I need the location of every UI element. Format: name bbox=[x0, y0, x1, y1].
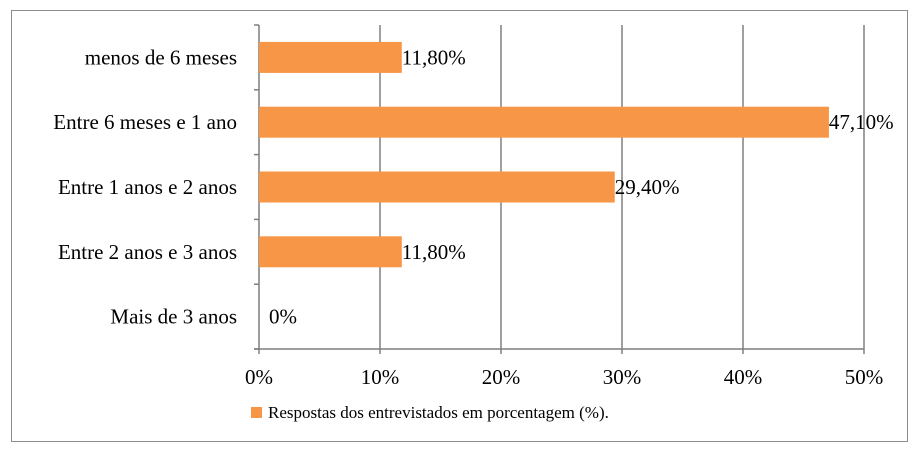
bar bbox=[259, 236, 402, 268]
x-tick-label: 30% bbox=[603, 365, 642, 389]
x-tick-label: 10% bbox=[361, 365, 400, 389]
category-label: Entre 1 anos e 2 anos bbox=[58, 175, 237, 199]
category-label: menos de 6 meses bbox=[85, 45, 237, 69]
legend-label: Respostas dos entrevistados em porcentag… bbox=[268, 403, 609, 422]
x-tick-label: 20% bbox=[482, 365, 521, 389]
data-label: 0% bbox=[269, 305, 297, 329]
x-tick-label: 50% bbox=[845, 365, 884, 389]
category-label: Entre 2 anos e 3 anos bbox=[58, 240, 237, 264]
bar bbox=[259, 171, 615, 203]
category-label: Mais de 3 anos bbox=[110, 305, 237, 329]
category-label: Entre 6 meses e 1 ano bbox=[53, 110, 237, 134]
data-label: 11,80% bbox=[402, 45, 466, 69]
x-tick-label: 0% bbox=[245, 365, 273, 389]
data-label: 29,40% bbox=[615, 175, 680, 199]
data-label: 47,10% bbox=[829, 110, 894, 134]
data-label: 11,80% bbox=[402, 240, 466, 264]
bar bbox=[259, 41, 402, 73]
legend-swatch bbox=[251, 407, 262, 418]
chart-frame bbox=[11, 10, 908, 442]
bar bbox=[259, 106, 829, 138]
x-tick-label: 40% bbox=[724, 365, 763, 389]
